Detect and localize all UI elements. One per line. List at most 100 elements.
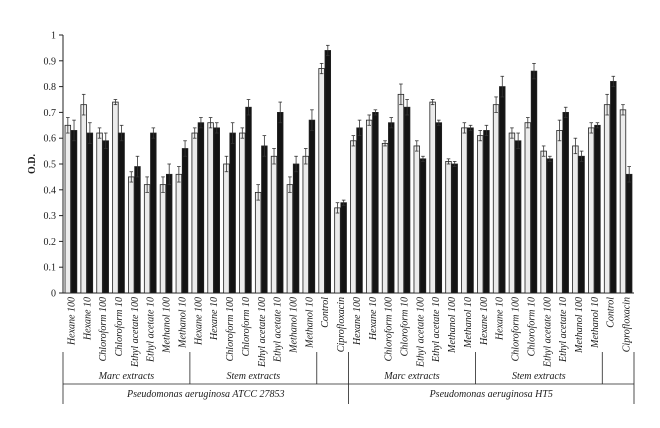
category-label: Hexane 100 [352, 297, 363, 346]
category-label: Ethyl acetate 10 [146, 297, 157, 363]
category-label: Ethyl acetate 10 [273, 297, 284, 363]
bar-light [80, 104, 87, 294]
category-label: Ciprofloxacin [622, 297, 633, 352]
category-label: Chloroform 100 [384, 297, 395, 361]
bar-dark [610, 81, 617, 294]
bar-light [429, 101, 436, 294]
bar-dark [292, 163, 300, 294]
category-label: Control [320, 297, 331, 328]
bar-light [603, 104, 611, 294]
category-label: Methanol 10 [304, 297, 315, 349]
bar-light [508, 132, 516, 294]
bar-light [461, 127, 468, 294]
bar-dark [546, 158, 554, 294]
bar-dark [229, 132, 236, 294]
bar-dark [435, 122, 443, 294]
bar-dark [86, 132, 94, 294]
category-label: Hexane 100 [193, 297, 204, 346]
category-label: Methanol 100 [162, 297, 173, 354]
bar-dark [419, 158, 427, 294]
bar-dark [562, 112, 569, 294]
y-tick-label: 0.4 [44, 185, 57, 196]
bar-dark [261, 145, 268, 294]
category-label: Control [606, 297, 617, 328]
category-label: Ethyl acetate 100 [130, 297, 141, 368]
subgroup-label: Marc extracts [383, 371, 440, 382]
category-label: Chloroform 100 [511, 297, 522, 361]
y-tick-label: 0.7 [44, 108, 57, 119]
category-label: Methanol 100 [574, 297, 585, 354]
y-tick-label: 0.6 [44, 134, 57, 145]
bar-dark [451, 163, 458, 294]
category-label: Ethyl acetate 100 [257, 297, 268, 368]
bar-dark [181, 148, 189, 294]
x-axis-labels: Hexane 100 Hexane 10 Chloroform 100 Chlorof… [66, 297, 632, 368]
bar-dark [213, 127, 220, 294]
category-label: Chloroform 10 [114, 297, 125, 356]
bar-light [413, 145, 420, 294]
category-label: Hexane 10 [209, 297, 220, 341]
y-tick-label: 1 [51, 31, 56, 42]
bar-dark [530, 70, 538, 294]
category-label: Hexane 10 [495, 297, 506, 341]
bar-area [64, 44, 633, 294]
y-tick-label: 0.2 [44, 237, 57, 248]
y-tick-label: 0.5 [44, 160, 57, 171]
bar-dark [308, 119, 316, 294]
category-label: Methanol 10 [463, 297, 474, 349]
group-labels: Marc extracts Stem extracts Marc extracts S… [62, 352, 635, 404]
bar-light [492, 104, 500, 294]
bar-dark [134, 166, 141, 294]
bar-dark [625, 173, 633, 294]
category-label: Ethyl acetate 100 [542, 297, 553, 368]
bar-light [270, 155, 278, 294]
category-label: Ethyl acetate 10 [431, 297, 442, 363]
category-label: Hexane 10 [82, 297, 93, 341]
y-tick-label: 0.9 [44, 56, 57, 67]
bar-light [477, 135, 484, 294]
category-label: Methanol 10 [177, 297, 188, 349]
bar-light [143, 184, 151, 294]
bar-light [318, 68, 325, 294]
bar-dark [197, 122, 205, 294]
category-label: Chloroform 10 [241, 297, 252, 356]
bar-light [96, 132, 103, 294]
bar-dark [388, 122, 395, 294]
category-label: Methanol 100 [447, 297, 458, 354]
bar-light [365, 119, 373, 294]
bar-dark [340, 202, 347, 294]
category-label: Chloroform 10 [526, 297, 537, 356]
category-label: Methanol 10 [590, 297, 601, 349]
bar-light [445, 161, 452, 294]
bar-light [112, 101, 119, 294]
bar-light [64, 124, 72, 294]
category-label: Chloroform 100 [98, 297, 109, 361]
bar-dark [70, 130, 78, 294]
bar-dark [483, 130, 490, 294]
bar-light [397, 93, 405, 294]
bar-dark [499, 86, 506, 294]
bar-dark [118, 132, 125, 294]
y-axis-title: O.D. [27, 154, 38, 175]
category-label: Hexane 100 [66, 297, 77, 346]
category-label: Methanol 100 [288, 297, 299, 354]
category-label: Hexane 10 [368, 297, 379, 341]
y-tick-label: 0.1 [44, 263, 57, 274]
bar-light [619, 109, 627, 294]
bar-light [381, 142, 389, 294]
bar-light [175, 173, 183, 294]
group-label: Pseudomonas aeruginosa HT5 [429, 389, 553, 400]
bar-light [556, 130, 563, 294]
bar-light [286, 184, 294, 294]
bar-light [191, 132, 198, 294]
subgroup-label: Stem extracts [227, 371, 281, 382]
bar-light [350, 140, 357, 294]
bar-light [207, 122, 214, 294]
subgroup-label: Stem extracts [512, 371, 566, 382]
bar-light [540, 150, 547, 294]
bar-dark [403, 106, 411, 294]
category-label: Hexane 100 [479, 297, 490, 346]
subgroup-label: Marc extracts [98, 371, 155, 382]
bar-dark [356, 127, 363, 294]
